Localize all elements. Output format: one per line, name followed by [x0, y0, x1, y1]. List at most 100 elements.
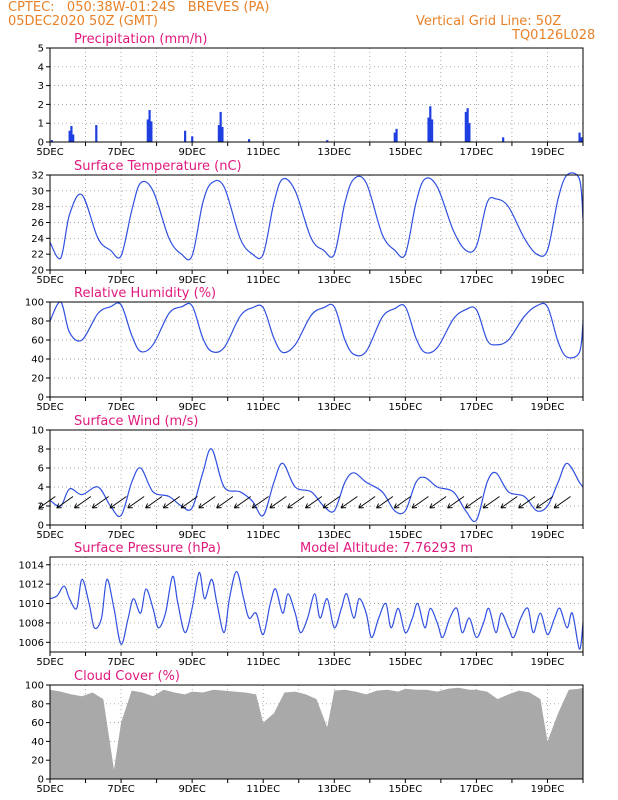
wind-arrow [394, 496, 411, 509]
wind-arrow-head [482, 503, 486, 509]
wind-arrow-head [198, 503, 202, 509]
wind-arrow-head [553, 503, 557, 509]
x-tick-label: 17DEC [460, 275, 494, 286]
y-tick-label: 20 [31, 266, 44, 277]
y-tick-label: 0 [38, 521, 44, 532]
x-tick-label: 9DEC [178, 657, 205, 668]
precip-bar [247, 139, 251, 142]
y-tick-label: 3 [38, 81, 44, 92]
y-tick-label: 60 [31, 718, 44, 729]
precip-bar [580, 137, 583, 142]
wind-arrow-head [56, 503, 60, 509]
precip-bar [326, 140, 329, 142]
precip-bar [191, 136, 194, 142]
x-tick-label: 5DEC [36, 657, 63, 668]
x-tick-label: 9DEC [178, 530, 205, 541]
wind-arrow [447, 496, 465, 509]
x-tick-label: 19DEC [531, 402, 565, 413]
wind-arrow-head [287, 503, 291, 509]
wind-arrow-head [162, 503, 166, 509]
x-tick-label: 5DEC [36, 530, 63, 541]
wind-arrow [340, 496, 358, 509]
x-tick-label: 9DEC [178, 402, 205, 413]
x-tick-label: 7DEC [107, 402, 134, 413]
wind-arrow [269, 496, 287, 509]
wind-arrow [305, 496, 323, 509]
plot-frame [49, 301, 584, 398]
wind-arrow [553, 496, 571, 509]
precip-bar [68, 130, 71, 142]
y-tick-label: 40 [31, 355, 44, 366]
panel-1: 20 22 24 26 28 30 32 5DEC 7DEC 9DEC 11DEC 13DEC 15DE… [31, 159, 584, 286]
model-altitude-label: Model Altitude: 7.76293 m [300, 541, 473, 556]
x-tick-label: 7DEC [107, 530, 134, 541]
precip-bar [221, 126, 224, 142]
precip-bar [427, 117, 430, 142]
wind-arrow [322, 496, 340, 509]
y-tick-label: 22 [31, 250, 44, 261]
y-tick-label: 2 [38, 100, 44, 111]
x-tick-label: 11DEC [246, 530, 280, 541]
x-tick-label: 19DEC [531, 275, 565, 286]
panel-5: 0 20 40 60 80 100 5DEC 7DEC 9DEC 11DEC 13DEC 15DEC 1… [25, 669, 584, 795]
wind-arrow [216, 496, 234, 509]
panel-title: Surface Wind (m/s) [74, 414, 198, 429]
panel-title: Surface Pressure (hPa) [74, 541, 221, 556]
wind-arrow-head [269, 503, 273, 509]
x-tick-label: 13DEC [317, 657, 351, 668]
x-tick-label: 7DEC [107, 147, 134, 158]
x-tick-label: 5DEC [36, 147, 63, 158]
wind-arrow [234, 496, 252, 509]
precip-bar [464, 111, 467, 142]
wind-arrow-head [74, 503, 77, 509]
x-tick-label: 11DEC [246, 657, 280, 668]
x-tick-label: 11DEC [246, 784, 280, 795]
x-tick-label: 9DEC [178, 147, 205, 158]
y-tick-label: 0 [38, 393, 44, 404]
precip-bar [146, 119, 149, 142]
x-tick-label: 19DEC [531, 657, 565, 668]
y-tick-label: 30 [31, 186, 44, 197]
precip-bar [70, 126, 73, 142]
y-tick-label: 100 [25, 298, 44, 309]
x-tick-label: 13DEC [317, 275, 351, 286]
precip-bar [395, 128, 398, 142]
x-tick-label: 15DEC [388, 784, 422, 795]
wind-arrow [465, 496, 482, 509]
wind-arrow-head [464, 503, 468, 509]
wind-arrow-head [411, 503, 415, 509]
precip-bar [217, 125, 220, 142]
precip-bar [150, 121, 153, 142]
wind-arrow [56, 496, 74, 509]
wind-arrow-head [233, 503, 237, 509]
y-tick-label: 40 [31, 737, 44, 748]
wind-arrow-head [38, 503, 42, 509]
x-tick-label: 7DEC [107, 784, 134, 795]
panel-title: Cloud Cover (%) [74, 669, 180, 684]
y-tick-label: 20 [31, 756, 44, 767]
series-line [49, 172, 584, 261]
panel-0: 0 1 2 3 4 5 5DEC 7DEC 9DEC 11DEC 13DEC 15DEC 17DEC 19… [36, 32, 584, 158]
precip-bar [502, 137, 505, 142]
precip-bar [578, 132, 581, 142]
wind-arrow [429, 496, 447, 509]
x-tick-label: 9DEC [178, 784, 205, 795]
y-tick-label: 1006 [19, 638, 44, 649]
x-tick-label: 17DEC [460, 657, 494, 668]
y-tick-label: 24 [31, 234, 44, 245]
y-tick-label: 80 [31, 317, 44, 328]
plot-frame [49, 684, 584, 780]
wind-arrow [287, 496, 305, 509]
x-tick-label: 7DEC [107, 275, 134, 286]
y-tick-label: 6 [38, 464, 44, 475]
header-location: CPTEC: 050:38W-01:24S BREVES (PA) [8, 0, 270, 15]
wind-arrow [163, 496, 180, 509]
precip-bar [429, 106, 432, 142]
y-tick-label: 0 [38, 138, 44, 149]
series-line [49, 570, 584, 650]
wind-arrow-head [518, 503, 522, 509]
x-tick-label: 19DEC [531, 147, 565, 158]
wind-arrow [38, 496, 56, 509]
x-tick-label: 13DEC [317, 530, 351, 541]
x-tick-label: 11DEC [246, 147, 280, 158]
